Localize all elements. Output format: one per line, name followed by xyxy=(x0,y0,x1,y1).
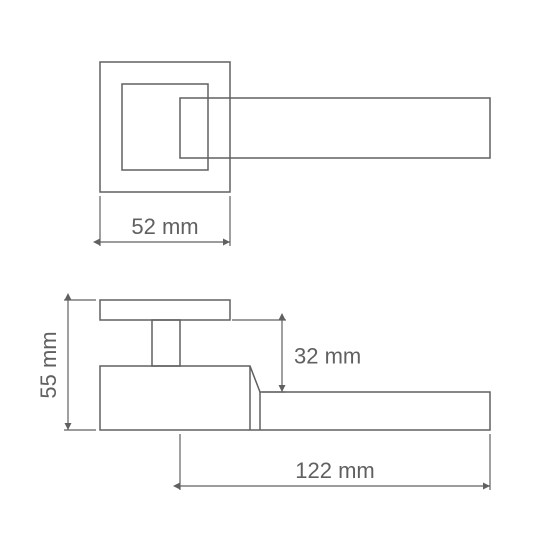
top-lever xyxy=(180,98,490,158)
side-neck xyxy=(152,320,180,366)
dimension-label: 55 mm xyxy=(36,331,61,398)
dimension-label: 52 mm xyxy=(131,214,198,239)
top-rose-outer xyxy=(100,62,230,192)
side-rose-plate xyxy=(100,300,230,320)
dimension-label: 122 mm xyxy=(295,458,374,483)
top-rose-inner xyxy=(122,84,208,170)
technical-drawing: 52 mm 55 mm 32 mm 122 mm xyxy=(0,0,551,551)
dimension-label: 32 mm xyxy=(294,343,361,368)
side-lever-body xyxy=(100,366,490,430)
